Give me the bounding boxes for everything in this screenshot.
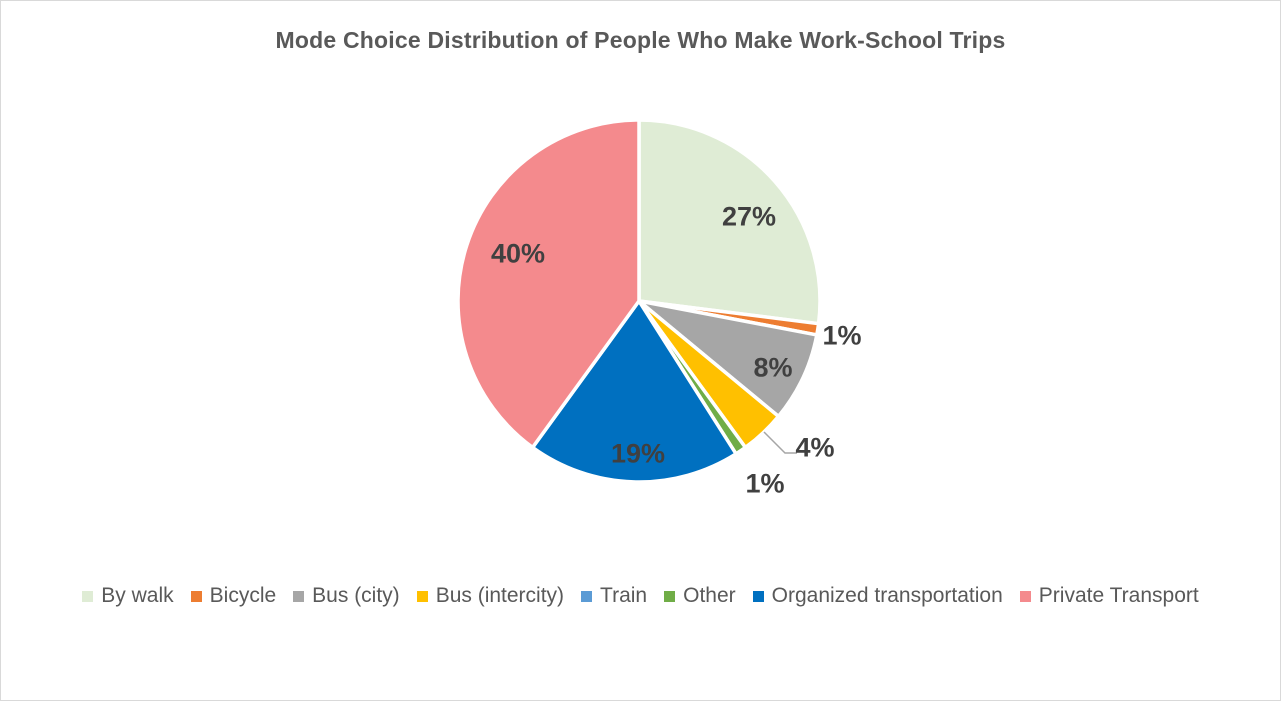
- pie-slice-by-walk: [637, 118, 822, 326]
- pie-slice-bus-city: [637, 299, 819, 419]
- legend-item-other: Other: [664, 584, 736, 608]
- data-label-other: 1%: [745, 469, 784, 499]
- legend-swatch-organized-transportation: [752, 590, 764, 602]
- data-label-bicycle: 1%: [822, 321, 861, 351]
- legend-label-other: Other: [683, 584, 736, 607]
- legend-swatch-bus-city: [293, 590, 305, 602]
- legend-label-private-transport: Private Transport: [1038, 584, 1199, 607]
- legend-item-by-walk: By walk: [82, 584, 174, 608]
- label-leader-line: [763, 431, 797, 454]
- legend-label-bus-intercity: Bus (intercity): [435, 584, 565, 607]
- legend-swatch-other: [664, 590, 676, 602]
- data-label-bus-city: 8%: [753, 353, 792, 383]
- legend-item-organized-transportation: Organized transportation: [752, 584, 1003, 608]
- legend-item-bus-city: Bus (city): [293, 584, 400, 608]
- legend-item-private-transport: Private Transport: [1019, 584, 1199, 608]
- legend-item-bicycle: Bicycle: [190, 584, 277, 608]
- legend-swatch-train: [581, 590, 593, 602]
- data-label-by-walk: 27%: [722, 202, 776, 232]
- legend-label-train: Train: [600, 584, 648, 607]
- legend-swatch-bus-intercity: [416, 590, 428, 602]
- data-label-organized-transportation: 19%: [611, 439, 665, 469]
- chart-title: Mode Choice Distribution of People Who M…: [275, 27, 1006, 53]
- legend-label-bus-city: Bus (city): [312, 584, 400, 607]
- legend-swatch-bicycle: [190, 590, 202, 602]
- data-label-private-transport: 40%: [491, 239, 545, 269]
- legend-label-by-walk: By walk: [101, 584, 174, 607]
- legend-swatch-private-transport: [1019, 590, 1031, 602]
- legend-label-organized-transportation: Organized transportation: [771, 584, 1003, 607]
- legend-item-train: Train: [581, 584, 647, 608]
- data-label-bus-intercity: 4%: [795, 433, 834, 463]
- pie-slice-organized-transportation: [530, 299, 738, 484]
- pie-slice-private-transport: [456, 118, 641, 450]
- legend: By walk Bicycle Bus (city) Bus (intercity) T…: [1, 584, 1280, 608]
- legend-item-bus-intercity: Bus (intercity): [416, 584, 565, 608]
- legend-swatch-by-walk: [82, 590, 94, 602]
- legend-label-bicycle: Bicycle: [209, 584, 277, 607]
